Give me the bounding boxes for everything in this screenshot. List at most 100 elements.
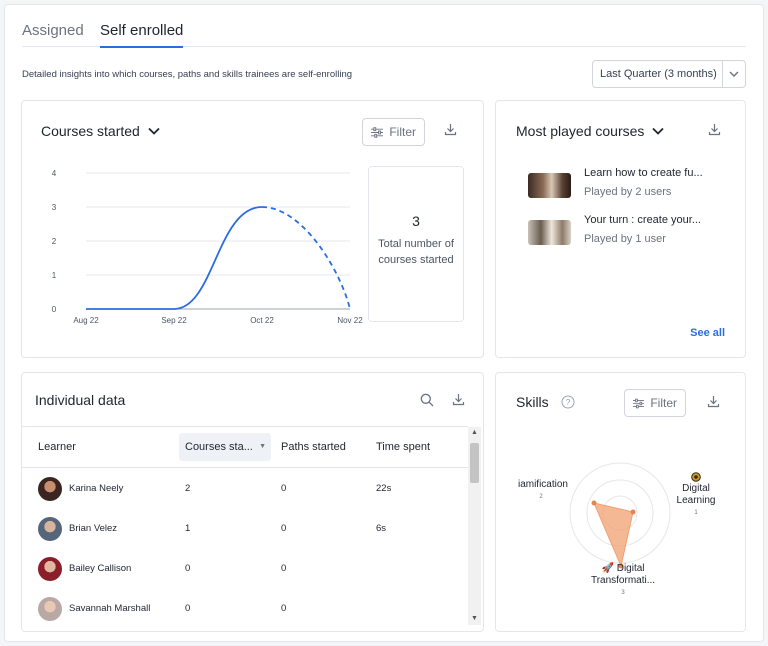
table-row[interactable]: Bailey Callison 0 0 xyxy=(22,549,468,589)
skill-axis-label: 🚀 Digital Transformati... 3 xyxy=(576,563,670,599)
x-tick-label: Oct 22 xyxy=(250,316,274,325)
x-tick-label: Nov 22 xyxy=(337,316,363,325)
courses-started-value: 2 xyxy=(185,483,191,494)
x-tick-label: Aug 22 xyxy=(73,316,99,325)
rocket-icon: 🚀 xyxy=(601,563,614,574)
courses-started-value: 0 xyxy=(185,563,191,574)
skill-value: 2 xyxy=(539,494,543,500)
table-row[interactable]: Brian Velez 1 0 6s xyxy=(22,509,468,549)
series-line-projected xyxy=(261,206,351,310)
filter-button-label: Filter xyxy=(650,396,677,410)
download-icon[interactable] xyxy=(452,393,465,411)
course-thumbnail xyxy=(528,220,571,245)
table-header: Learner Courses sta... ▼ Paths started T… xyxy=(22,426,468,468)
scroll-up-arrow[interactable]: ▲ xyxy=(471,429,478,436)
stat-label: Total number of courses started xyxy=(378,238,454,266)
course-title: Learn how to create fu... xyxy=(584,167,703,179)
avatar xyxy=(38,597,62,621)
skill-name: 🚀 Digital Transformati... xyxy=(576,563,670,587)
column-courses-started[interactable]: Courses sta... ▼ xyxy=(179,433,271,461)
download-icon[interactable] xyxy=(707,395,720,413)
time-spent-value: 6s xyxy=(376,523,387,534)
svg-text:?: ? xyxy=(565,397,570,407)
individual-data-title: Individual data xyxy=(35,392,126,408)
courses-started-value: 0 xyxy=(185,603,191,614)
skill-badge-icon xyxy=(691,472,701,482)
chevron-down-icon xyxy=(722,61,745,87)
table-scrollbar[interactable]: ▲ ▼ xyxy=(468,427,481,625)
y-tick-label: 4 xyxy=(52,169,57,178)
course-plays: Played by 1 user xyxy=(584,233,666,245)
skills-title: Skills ? xyxy=(516,394,575,410)
courses-started-value: 1 xyxy=(185,523,191,534)
courses-started-title-text: Courses started xyxy=(41,123,140,139)
tab-assigned[interactable]: Assigned xyxy=(22,22,84,39)
course-item[interactable]: Your turn : create your... Played by 1 u… xyxy=(528,214,701,245)
most-played-title-text: Most played courses xyxy=(516,123,645,139)
period-select-value: Last Quarter (3 months) xyxy=(600,68,717,80)
individual-data-card: Individual data Learner Courses sta... ▼… xyxy=(21,372,484,632)
courses-started-card: Courses started Filter 0 1 2 3 4 Aug 22 Sep 22… xyxy=(21,100,484,358)
tab-bar: Assigned Self enrolled xyxy=(22,14,746,48)
y-tick-label: 3 xyxy=(52,203,57,212)
skill-axis-label: iamification 2 xyxy=(514,479,568,503)
skill-name: iamification xyxy=(517,479,568,490)
help-icon[interactable]: ? xyxy=(561,395,575,409)
scrollbar-thumb[interactable] xyxy=(470,443,479,483)
course-thumbnail xyxy=(528,173,571,198)
learner-name: Karina Neely xyxy=(69,483,124,494)
table-row[interactable]: Savannah Marshall 0 0 xyxy=(22,589,468,629)
paths-started-value: 0 xyxy=(281,603,287,614)
x-tick-label: Sep 22 xyxy=(161,316,187,325)
skill-value: 1 xyxy=(694,510,698,516)
see-all-link[interactable]: See all xyxy=(690,327,725,339)
column-paths-started[interactable]: Paths started xyxy=(281,441,346,453)
skills-title-text: Skills xyxy=(516,394,549,410)
scroll-down-arrow[interactable]: ▼ xyxy=(471,615,478,622)
avatar xyxy=(38,517,62,541)
sliders-icon xyxy=(371,126,384,138)
paths-started-value: 0 xyxy=(281,483,287,494)
learner-name: Brian Velez xyxy=(69,523,118,534)
paths-started-value: 0 xyxy=(281,563,287,574)
courses-started-chart: 0 1 2 3 4 Aug 22 Sep 22 Oct 22 Nov 22 xyxy=(52,169,363,325)
column-courses-started-label: Courses sta... xyxy=(185,441,253,453)
y-tick-label: 2 xyxy=(52,237,57,246)
learner-name: Savannah Marshall xyxy=(69,603,151,614)
skill-name-text: Digital Transformati... xyxy=(590,563,656,586)
download-icon[interactable] xyxy=(444,123,457,141)
skill-axis-label: Digital Learning 1 xyxy=(669,472,723,519)
learner-name: Bailey Callison xyxy=(69,563,132,574)
course-item[interactable]: Learn how to create fu... Played by 2 us… xyxy=(528,167,703,198)
skills-card: Skills ? Filter iamification 2 Digital L… xyxy=(495,372,746,632)
filter-button-label: Filter xyxy=(389,125,416,139)
column-time-spent[interactable]: Time spent xyxy=(376,441,431,453)
most-played-title[interactable]: Most played courses xyxy=(516,123,665,139)
courses-started-title[interactable]: Courses started xyxy=(41,123,160,139)
skills-radar-chart xyxy=(569,462,671,569)
download-icon[interactable] xyxy=(708,123,721,141)
sort-desc-icon: ▼ xyxy=(259,443,266,450)
skill-value: 3 xyxy=(621,590,625,596)
avatar xyxy=(38,477,62,501)
courses-started-stat: 3 Total number of courses started xyxy=(368,166,464,322)
table-row[interactable]: Karina Neely 2 0 22s xyxy=(22,469,468,509)
avatar xyxy=(38,557,62,581)
paths-started-value: 0 xyxy=(281,523,287,534)
filter-button[interactable]: Filter xyxy=(362,118,425,146)
y-tick-label: 1 xyxy=(52,271,57,280)
skill-name: Digital Learning xyxy=(676,483,716,506)
most-played-card: Most played courses Learn how to create … xyxy=(495,100,746,358)
column-learner[interactable]: Learner xyxy=(38,441,76,453)
chevron-down-icon xyxy=(652,127,665,135)
search-icon[interactable] xyxy=(420,393,434,412)
page-description: Detailed insights into which courses, pa… xyxy=(22,69,353,80)
series-line xyxy=(86,206,263,310)
time-spent-value: 22s xyxy=(376,483,392,494)
chevron-down-icon xyxy=(148,127,160,135)
tab-self-enrolled[interactable]: Self enrolled xyxy=(100,22,184,48)
sliders-icon xyxy=(633,398,645,408)
period-select[interactable]: Last Quarter (3 months) xyxy=(592,60,746,88)
stat-value: 3 xyxy=(412,213,420,229)
filter-button[interactable]: Filter xyxy=(624,389,686,417)
